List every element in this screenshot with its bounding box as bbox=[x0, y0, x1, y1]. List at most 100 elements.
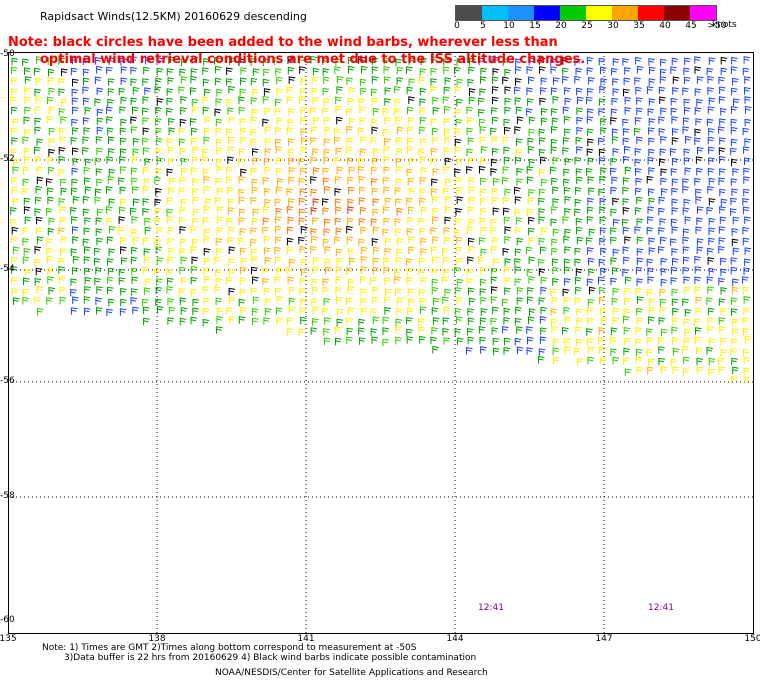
wind-barb bbox=[83, 97, 90, 106]
wind-barb bbox=[358, 327, 365, 335]
color-scale-swatch bbox=[690, 6, 716, 20]
wind-barb bbox=[467, 78, 475, 87]
wind-barb bbox=[191, 56, 199, 64]
wind-barb bbox=[552, 278, 559, 286]
wind-barb bbox=[335, 337, 342, 346]
wind-barb bbox=[312, 167, 320, 175]
wind-barb bbox=[432, 216, 439, 224]
wind-barb bbox=[275, 127, 282, 135]
wind-barb bbox=[406, 197, 413, 206]
wind-barb bbox=[730, 297, 738, 305]
wind-barb bbox=[431, 278, 439, 287]
wind-barb bbox=[528, 276, 536, 284]
wind-barb bbox=[480, 248, 488, 257]
wind-barb bbox=[408, 78, 416, 86]
wind-barb bbox=[262, 58, 270, 66]
wind-barb bbox=[538, 148, 546, 157]
wind-barb bbox=[432, 256, 439, 264]
wind-barb bbox=[442, 247, 449, 256]
wind-barb bbox=[408, 57, 416, 65]
wind-barb bbox=[132, 106, 139, 115]
wind-barb bbox=[599, 307, 607, 316]
wind-barb bbox=[334, 217, 342, 226]
wind-barb bbox=[313, 117, 320, 125]
wind-barb bbox=[720, 108, 727, 116]
wind-barb bbox=[71, 167, 79, 176]
wind-barb bbox=[598, 148, 606, 157]
wind-barb bbox=[178, 288, 186, 296]
wind-barb bbox=[132, 186, 139, 194]
wind-barb bbox=[418, 318, 425, 326]
wind-barb bbox=[671, 187, 678, 196]
wind-barb bbox=[360, 266, 368, 274]
wind-barb bbox=[623, 256, 630, 265]
wind-barb bbox=[694, 276, 701, 284]
wind-barb bbox=[406, 317, 413, 325]
wind-barb bbox=[71, 88, 79, 97]
wind-barb bbox=[335, 286, 342, 295]
wind-barb bbox=[696, 238, 704, 246]
wind-barb bbox=[552, 156, 560, 165]
wind-barb bbox=[442, 328, 449, 336]
wind-barb bbox=[82, 86, 89, 95]
wind-barb bbox=[70, 278, 77, 286]
wind-barb bbox=[682, 117, 690, 125]
wind-barb bbox=[179, 118, 187, 127]
wind-barb bbox=[46, 238, 53, 246]
wind-barb bbox=[360, 256, 368, 264]
wind-barb bbox=[312, 148, 319, 156]
wind-barb bbox=[202, 67, 209, 75]
wind-barb bbox=[694, 266, 702, 274]
wind-barb bbox=[179, 147, 187, 156]
wind-barb bbox=[588, 257, 595, 266]
wind-barb bbox=[418, 326, 426, 335]
wind-barb bbox=[444, 157, 452, 166]
wind-barb bbox=[204, 275, 211, 284]
wind-barb bbox=[731, 338, 738, 346]
wind-barb bbox=[227, 236, 235, 245]
wind-barb bbox=[574, 75, 581, 84]
wind-barb bbox=[360, 307, 368, 315]
wind-barb bbox=[742, 317, 749, 325]
wind-barb bbox=[324, 258, 331, 267]
wind-barb bbox=[250, 138, 257, 147]
wind-barb bbox=[588, 346, 595, 354]
wind-barb bbox=[406, 336, 414, 344]
wind-barb bbox=[551, 177, 558, 186]
footer-note-2: 3)Data buffer is 22 hrs from 20160629 4)… bbox=[64, 653, 477, 663]
wind-barb bbox=[407, 177, 415, 186]
wind-barb bbox=[694, 128, 702, 137]
wind-barb bbox=[190, 276, 198, 285]
wind-barb bbox=[119, 308, 127, 316]
wind-barb bbox=[586, 278, 594, 286]
wind-barb bbox=[456, 78, 464, 87]
map-frame bbox=[8, 52, 754, 634]
wind-barb bbox=[395, 228, 402, 236]
wind-barb bbox=[708, 338, 716, 346]
wind-barb bbox=[731, 308, 738, 316]
wind-barb bbox=[360, 276, 367, 284]
wind-barb bbox=[202, 307, 210, 316]
wind-barb bbox=[58, 227, 65, 235]
wind-barb bbox=[683, 157, 691, 165]
wind-barb bbox=[490, 276, 498, 284]
wind-barb bbox=[504, 68, 511, 77]
wind-barb bbox=[599, 227, 607, 235]
wind-barb bbox=[718, 277, 725, 286]
wind-barb bbox=[648, 237, 656, 246]
wind-barb bbox=[466, 127, 474, 136]
wind-barb bbox=[372, 148, 380, 156]
wind-barb bbox=[335, 276, 343, 284]
wind-barb bbox=[300, 316, 307, 325]
wind-barb bbox=[492, 68, 500, 76]
wind-barb bbox=[264, 257, 272, 265]
wind-barb bbox=[610, 208, 617, 217]
wind-barb bbox=[527, 146, 535, 154]
wind-barb bbox=[672, 337, 679, 345]
wind-barb bbox=[599, 176, 606, 184]
wind-barb bbox=[443, 256, 450, 265]
wind-barb bbox=[94, 157, 102, 166]
wind-barb bbox=[444, 288, 451, 297]
wind-barb bbox=[624, 287, 631, 296]
wind-barb bbox=[192, 196, 199, 205]
